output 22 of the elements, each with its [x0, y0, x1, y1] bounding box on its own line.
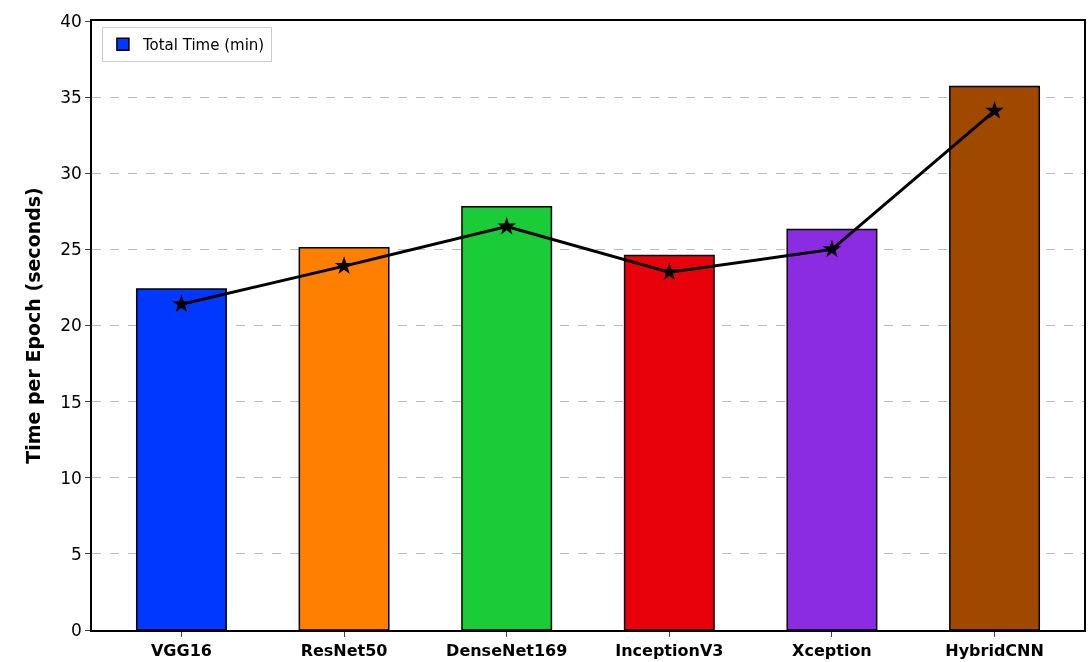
point — [822, 239, 842, 258]
y-tick-label: 20 — [60, 315, 82, 336]
x-tick-label: VGG16 — [150, 640, 212, 660]
y-tick-label: 35 — [60, 87, 82, 108]
x-tick-label: InceptionV3 — [615, 640, 724, 660]
legend-label: Total Time (min) — [141, 36, 265, 55]
y-tick-label: 30 — [60, 163, 82, 184]
y-tick-label: 10 — [60, 467, 82, 488]
x-tick-label: DenseNet169 — [446, 640, 568, 660]
y-tick-label: 5 — [71, 543, 82, 564]
point — [985, 101, 1004, 119]
y-tick-label: 15 — [60, 391, 82, 412]
x-tick-label: ResNet50 — [300, 640, 388, 660]
y-tick-label: 40 — [60, 10, 82, 31]
x-tick-label: HybridCNN — [945, 640, 1044, 660]
y-tick-label: 0 — [71, 619, 82, 640]
point — [497, 216, 517, 235]
point — [334, 256, 354, 275]
y-axis-title: Time per Epoch (seconds) — [21, 187, 44, 464]
y-tick-label: 25 — [60, 239, 82, 260]
x-tick-label: Xception — [792, 640, 872, 660]
point — [172, 294, 191, 313]
